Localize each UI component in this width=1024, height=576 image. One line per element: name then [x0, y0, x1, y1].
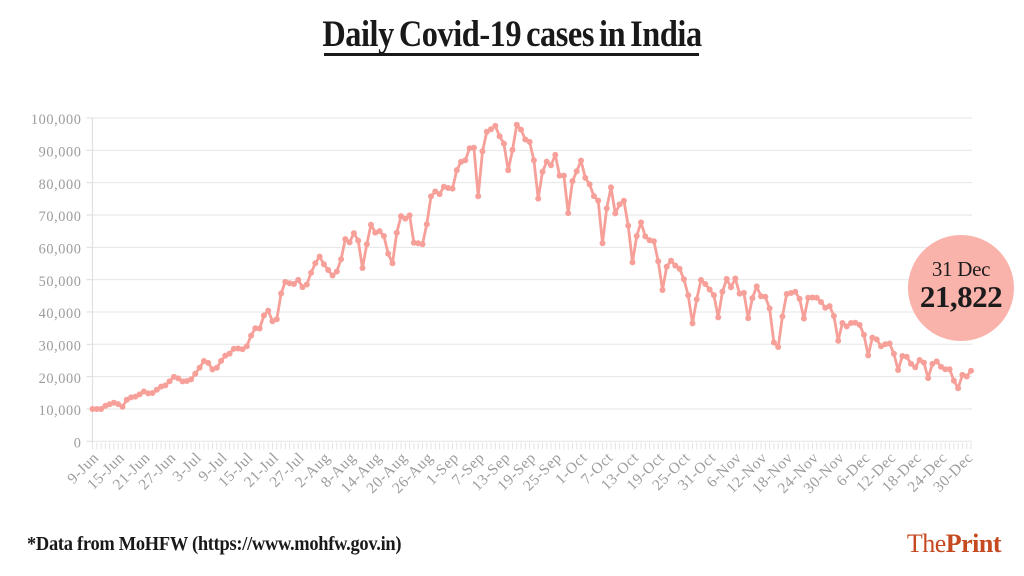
svg-text:21,822: 21,822 — [920, 279, 1002, 314]
svg-text:50,000: 50,000 — [39, 274, 82, 290]
svg-text:60,000: 60,000 — [39, 242, 82, 258]
svg-text:90,000: 90,000 — [39, 145, 82, 161]
svg-text:100,000: 100,000 — [31, 112, 82, 128]
svg-text:30,000: 30,000 — [39, 339, 82, 355]
svg-text:80,000: 80,000 — [39, 177, 82, 193]
svg-text:0: 0 — [74, 436, 82, 452]
svg-text:20,000: 20,000 — [39, 371, 82, 387]
svg-text:31 Dec: 31 Dec — [932, 257, 990, 281]
svg-text:10,000: 10,000 — [39, 403, 82, 419]
svg-text:40,000: 40,000 — [39, 306, 82, 322]
svg-text:70,000: 70,000 — [39, 209, 82, 225]
